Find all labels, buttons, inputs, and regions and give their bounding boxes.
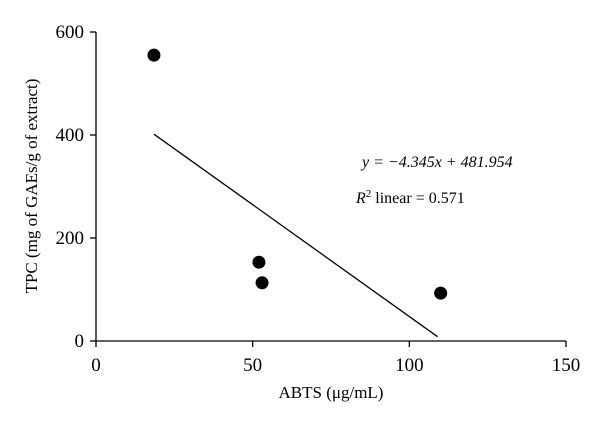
data-point <box>255 276 269 290</box>
x-tick-label: 150 <box>552 355 581 376</box>
y-tick-label: 0 <box>75 331 85 352</box>
x-tick-label: 100 <box>395 355 424 376</box>
plot-axes <box>95 32 566 342</box>
regression-equation: y = −4.345x + 481.954 <box>360 154 513 171</box>
data-points <box>147 48 448 300</box>
x-tick-label: 50 <box>243 355 262 376</box>
x-axis-title: ABTS (μg/mL) <box>279 383 384 402</box>
r-squared-label: R2 linear = 0.571 <box>355 188 465 207</box>
data-point <box>252 255 266 269</box>
y-axis-ticks: 0 200 400 600 <box>56 22 96 352</box>
y-tick-label: 400 <box>56 125 85 146</box>
y-tick-label: 200 <box>56 228 85 249</box>
data-point <box>434 286 448 300</box>
regression-line <box>153 133 438 338</box>
y-axis-title: TPC (mg of GAEs/g of extract) <box>22 79 41 294</box>
x-tick-label: 0 <box>91 355 101 376</box>
data-point <box>147 48 161 62</box>
y-tick-label: 600 <box>56 22 85 43</box>
r-squared-value: 0.571 <box>429 190 465 207</box>
x-axis-ticks: 0 50 100 150 <box>91 341 580 376</box>
